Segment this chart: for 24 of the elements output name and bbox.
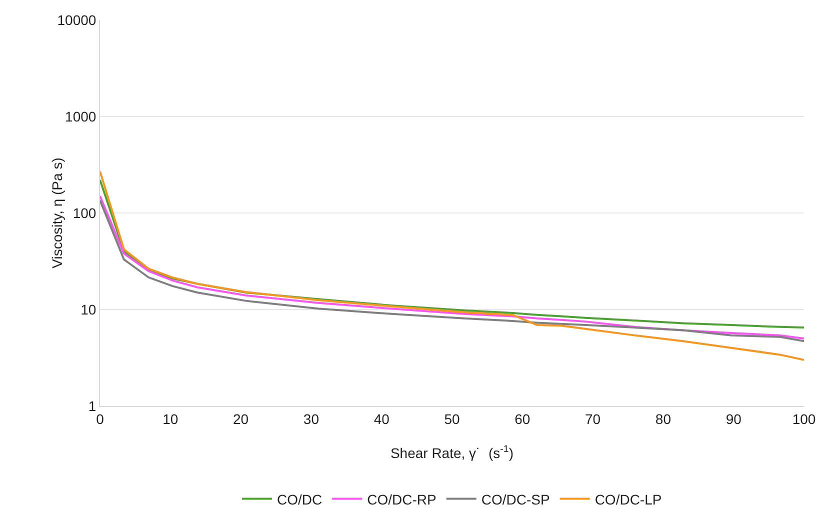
y-tick-label: 10000 xyxy=(57,12,96,28)
y-tick-label: 1 xyxy=(88,398,96,414)
x-tick-label: 0 xyxy=(96,410,104,427)
legend-label: CO/DC xyxy=(277,491,322,508)
x-tick-label: 10 xyxy=(162,410,178,427)
x-tick-label: 40 xyxy=(374,410,390,427)
x-tick-label: 100 xyxy=(792,410,816,427)
line-series xyxy=(100,170,804,361)
y-tick-label: 10 xyxy=(80,301,96,318)
line-series xyxy=(100,178,804,329)
y-tick-label: 1000 xyxy=(65,108,96,124)
y-tick-label: 100 xyxy=(72,204,96,221)
x-tick-label: 90 xyxy=(726,410,742,427)
x-tick-label: 20 xyxy=(233,410,249,427)
legend-label: CO/DC-SP xyxy=(481,491,550,508)
legend-label: CO/DC-LP xyxy=(594,491,662,508)
x-tick-label: 50 xyxy=(444,410,460,427)
x-tick-label: 70 xyxy=(585,410,601,427)
x-tick-label: 30 xyxy=(303,410,320,427)
x-axis-title: Shear Rate, γ˙ (s$^{-1}$) xyxy=(390,444,514,461)
x-tick-label: 60 xyxy=(514,410,530,427)
y-axis-title: Viscosity, η (Pa s) xyxy=(49,158,65,268)
legend-label: CO/DC-RP xyxy=(367,491,436,508)
x-tick-label: 80 xyxy=(655,410,672,427)
